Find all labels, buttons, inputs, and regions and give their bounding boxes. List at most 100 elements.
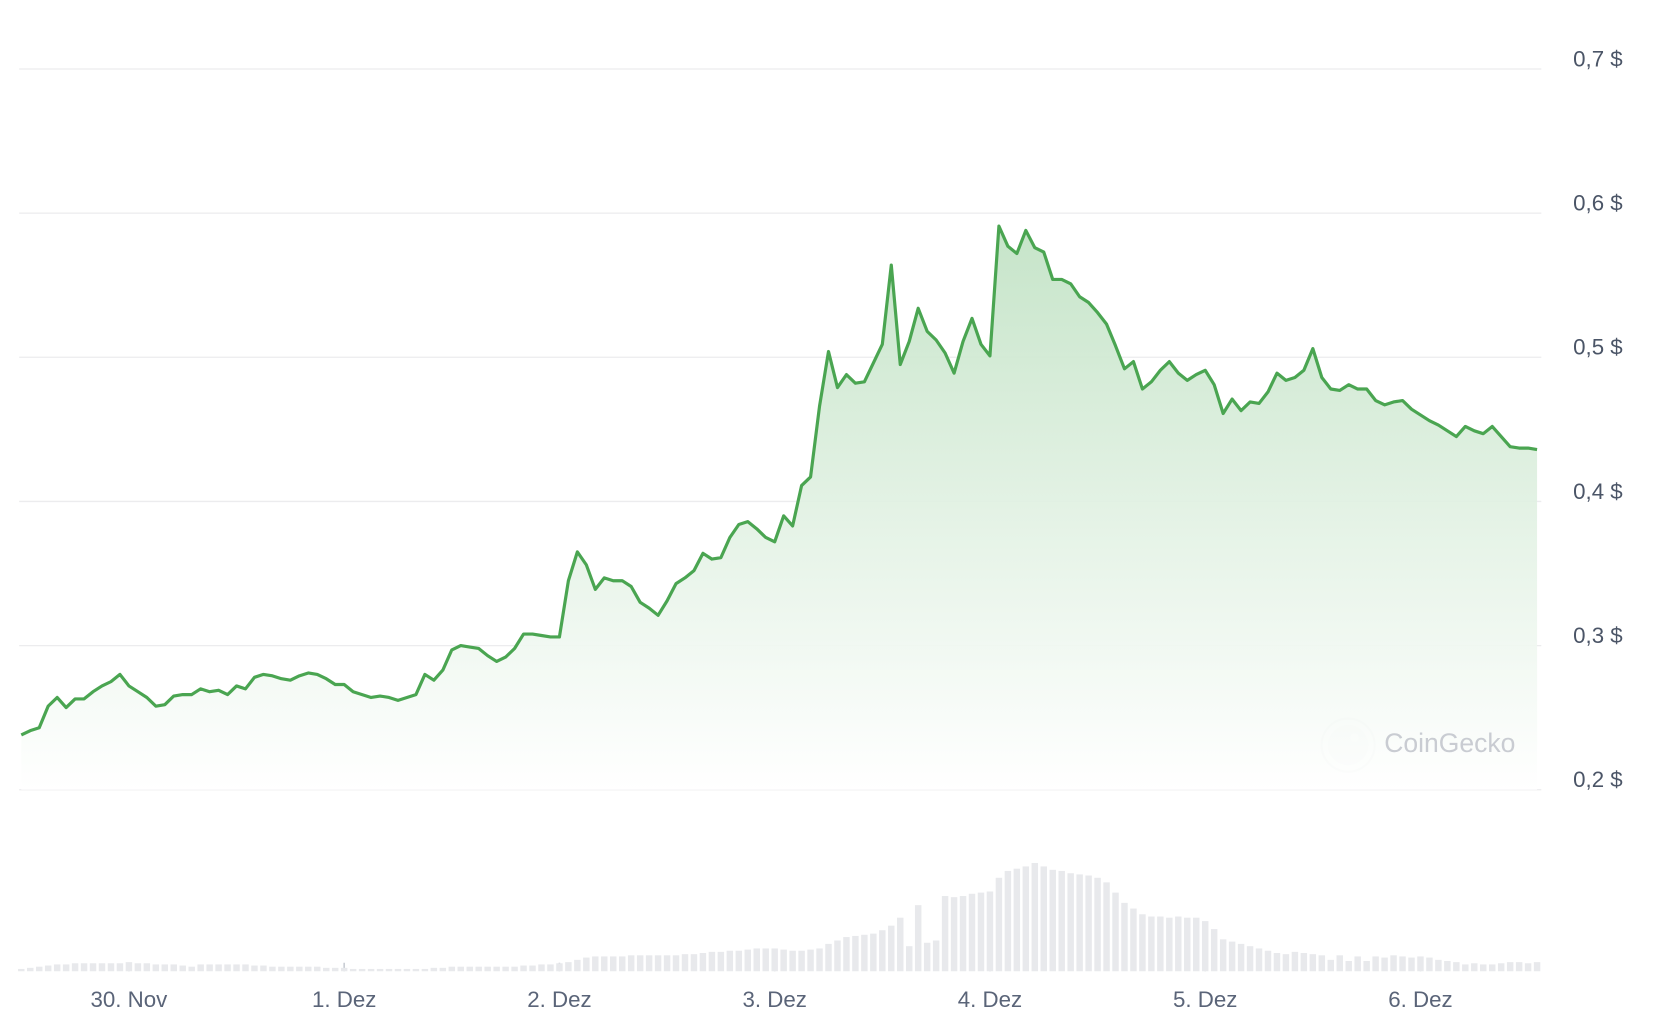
volume-bar [35, 966, 43, 972]
volume-bar [1471, 963, 1478, 972]
volume-bar [1381, 957, 1388, 972]
volume-bar [493, 966, 500, 972]
volume-bar [636, 955, 644, 972]
volume-bar [1255, 948, 1263, 972]
volume-bar [1318, 955, 1326, 972]
x-tick-label: 6. Dez [1388, 987, 1452, 1012]
volume-bar [1462, 964, 1469, 972]
volume-bar [1219, 939, 1227, 972]
price-line [20, 224, 1538, 737]
y-tick-label: 0,3 $ [1573, 623, 1623, 648]
y-tick-label: 0,7 $ [1573, 46, 1623, 71]
volume-bar [367, 968, 375, 972]
volume-bar [1049, 869, 1056, 972]
volume-bar [394, 968, 402, 972]
volume-bar [1184, 917, 1191, 972]
volume-bar [888, 925, 895, 972]
volume-bar [107, 963, 115, 972]
volume-bar [565, 962, 572, 972]
volume-bar [430, 967, 438, 972]
volume-bar [744, 949, 752, 972]
volume-bar [592, 956, 599, 972]
volume-bar [520, 965, 527, 972]
volume-bar [977, 892, 985, 972]
x-tick-label: 3. Dez [742, 987, 806, 1012]
volume-bar [152, 964, 160, 972]
volume-bar [1408, 957, 1415, 972]
volume-bar [170, 964, 177, 972]
volume-bar [1040, 866, 1047, 972]
volume-bar [1264, 950, 1272, 972]
volume-bar [1363, 960, 1370, 972]
volume-bar [1067, 873, 1074, 972]
volume-bar [1246, 946, 1254, 972]
volume-bar [1210, 929, 1218, 972]
volume-bar [1515, 962, 1523, 972]
volume-bar [1309, 954, 1317, 972]
volume-bar [1354, 956, 1361, 972]
volume-bar [1524, 963, 1532, 972]
volume-bar [843, 937, 850, 972]
volume-bar [125, 962, 133, 972]
x-tick-label: 1. Dez [312, 987, 376, 1012]
volume-bar [1237, 943, 1245, 972]
volume-bar [834, 940, 841, 972]
volume-bar [1094, 877, 1101, 972]
volume-bar [1085, 875, 1092, 972]
volume-bar [1327, 959, 1335, 972]
volume-bar [296, 966, 303, 972]
volume-bar [932, 940, 940, 972]
volume-bar [654, 955, 662, 972]
volume-bar [1193, 917, 1200, 972]
volume-bar [331, 967, 339, 972]
volume-bar [349, 968, 357, 972]
volume-bar [1336, 955, 1343, 972]
y-tick-label: 0,2 $ [1573, 767, 1623, 792]
volume-bar [645, 955, 653, 972]
volume-bar [1480, 964, 1487, 972]
volume-bar [323, 967, 330, 972]
volume-bar [385, 968, 393, 972]
volume-bar [403, 968, 411, 972]
volume-bar [188, 966, 195, 972]
volume-bar [98, 963, 106, 972]
volume-bar [71, 963, 79, 972]
volume-bar [663, 955, 671, 972]
volume-bar [914, 905, 922, 972]
volume-bar [466, 966, 473, 972]
volume-bar [1372, 956, 1379, 972]
volume-bar [852, 935, 859, 972]
volume-bar [1488, 964, 1496, 972]
volume-bar [457, 966, 464, 972]
x-tick-label: 30. Nov [91, 987, 169, 1012]
volume-bar [27, 967, 34, 972]
volume-bar [1291, 951, 1299, 972]
volume-bar [681, 954, 689, 972]
volume-bar [1157, 916, 1164, 972]
volume-bar [224, 964, 231, 972]
volume-bar [1444, 960, 1451, 972]
volume-bar [583, 957, 590, 972]
volume-bar [798, 950, 805, 972]
volume-bar [376, 968, 384, 972]
volume-bar [242, 964, 249, 972]
volume-bar [80, 963, 88, 972]
volume-bar [215, 964, 222, 972]
volume-bar [672, 955, 680, 972]
volume-bar [18, 968, 25, 972]
volume-bar [475, 966, 482, 972]
volume-bar [861, 934, 868, 972]
volume-bar [1273, 953, 1281, 972]
volume-bar [439, 967, 447, 972]
volume-bar [62, 964, 70, 972]
volume-bar [780, 949, 787, 972]
volume-bar [547, 964, 554, 972]
volume-bar [950, 897, 958, 972]
volume-bar [1282, 954, 1290, 972]
volume-bar [995, 877, 1003, 972]
volume-bar [161, 964, 169, 972]
volume-bar [287, 966, 294, 972]
volume-bar [789, 950, 796, 972]
